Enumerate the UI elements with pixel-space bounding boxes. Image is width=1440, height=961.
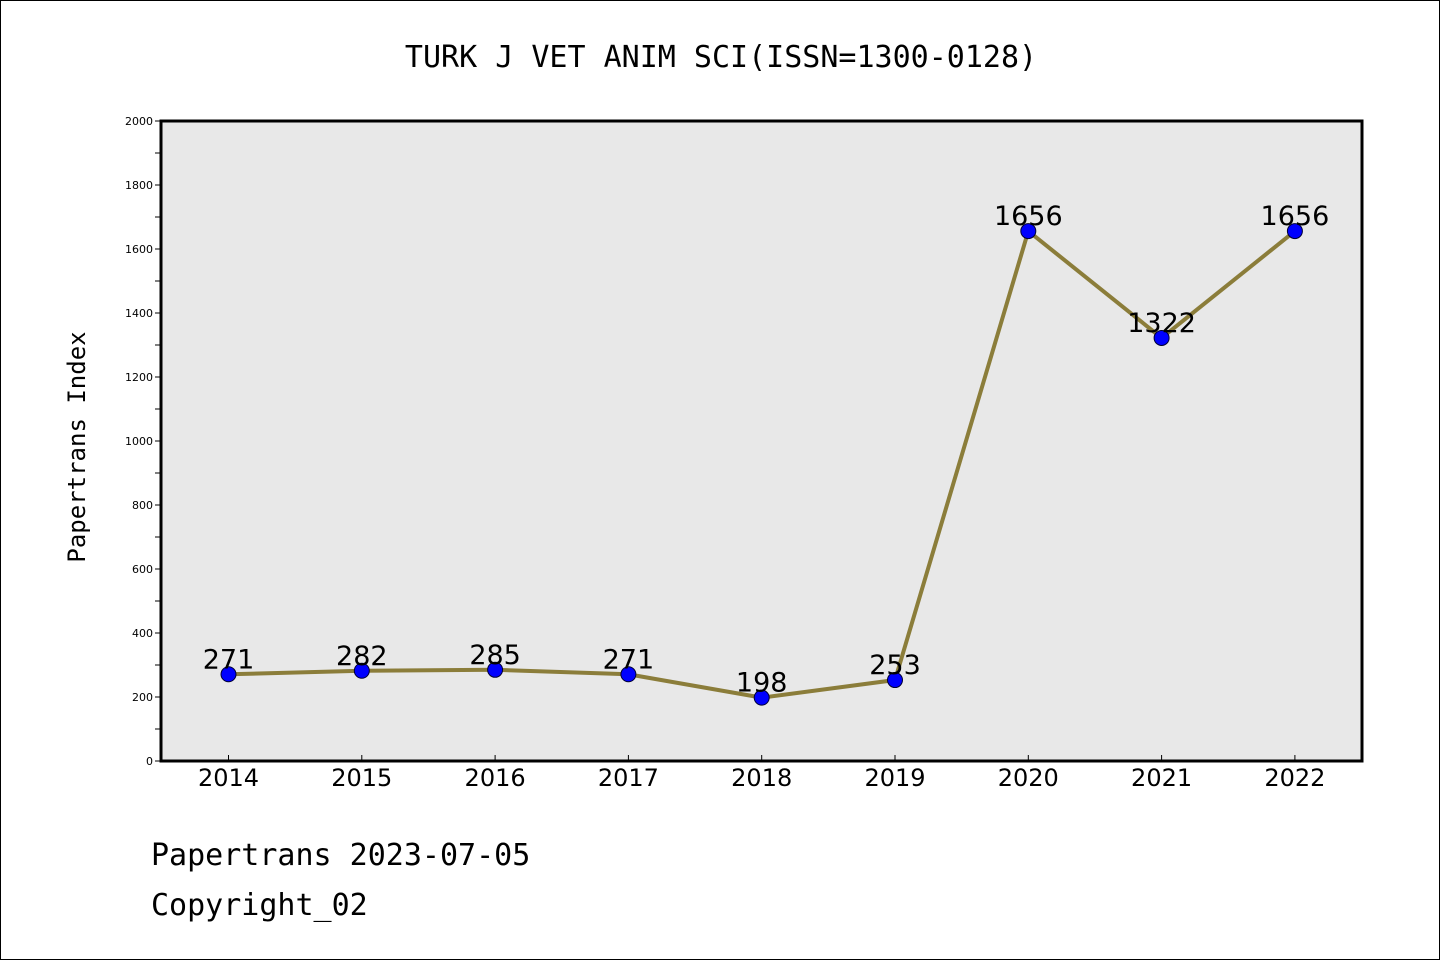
x-tick-label: 2018 (731, 764, 792, 792)
x-tick-label: 2019 (864, 764, 925, 792)
y-tick-label: 800 (132, 499, 153, 512)
data-labels: 271 282 285 271 198 253 1656 1322 1656 (203, 201, 1330, 699)
data-label: 253 (869, 650, 921, 681)
data-label: 282 (336, 641, 388, 672)
y-tick-label: 200 (132, 691, 153, 704)
x-tick-label: 2020 (998, 764, 1059, 792)
data-label: 271 (203, 644, 255, 675)
y-tick-label: 1600 (125, 243, 153, 256)
data-point (487, 661, 504, 678)
data-point (1020, 223, 1037, 240)
series-markers (220, 223, 1303, 706)
data-point (1286, 223, 1303, 240)
x-tick-label: 2017 (598, 764, 659, 792)
y-tick-label: 400 (132, 627, 153, 640)
data-point (1153, 329, 1170, 346)
y-tick-label: 1800 (125, 179, 153, 192)
data-label: 198 (736, 668, 788, 699)
data-label: 1656 (994, 201, 1063, 232)
footer-date: Papertrans 2023-07-05 (151, 838, 530, 873)
data-point (887, 672, 903, 689)
y-tick-label: 0 (146, 755, 153, 768)
y-axis-label: Papertrans Index (63, 331, 91, 562)
chart-title: TURK J VET ANIM SCI(ISSN=1300-0128) (405, 40, 1037, 75)
data-point (620, 666, 637, 683)
data-point (753, 689, 770, 706)
y-tick-label: 2000 (125, 115, 153, 128)
data-label: 1322 (1127, 308, 1196, 339)
data-point (353, 662, 370, 679)
x-tick-label: 2021 (1131, 764, 1192, 792)
x-tick-label: 2015 (331, 764, 392, 792)
y-tick-label: 1200 (125, 371, 153, 384)
x-tick-label: 2022 (1264, 764, 1325, 792)
footer-copyright: Copyright_02 (151, 888, 368, 923)
data-label: 1656 (1261, 201, 1330, 232)
y-tick-label: 1400 (125, 307, 153, 320)
plot-area (159, 119, 1364, 763)
x-tick-label: 2014 (198, 764, 259, 792)
y-tick-label: 1000 (125, 435, 153, 448)
data-label: 271 (603, 644, 655, 675)
data-point (220, 666, 237, 683)
y-tick-label: 600 (132, 563, 153, 576)
x-axis-ticks: 2014 2015 2016 2017 2018 2019 2020 2021 2022 (198, 755, 1325, 792)
y-axis-ticks: 0 200 400 600 800 1000 1200 1400 1600 1800 2000 (125, 115, 161, 768)
x-tick-label: 2016 (465, 764, 526, 792)
data-label: 285 (469, 640, 521, 671)
